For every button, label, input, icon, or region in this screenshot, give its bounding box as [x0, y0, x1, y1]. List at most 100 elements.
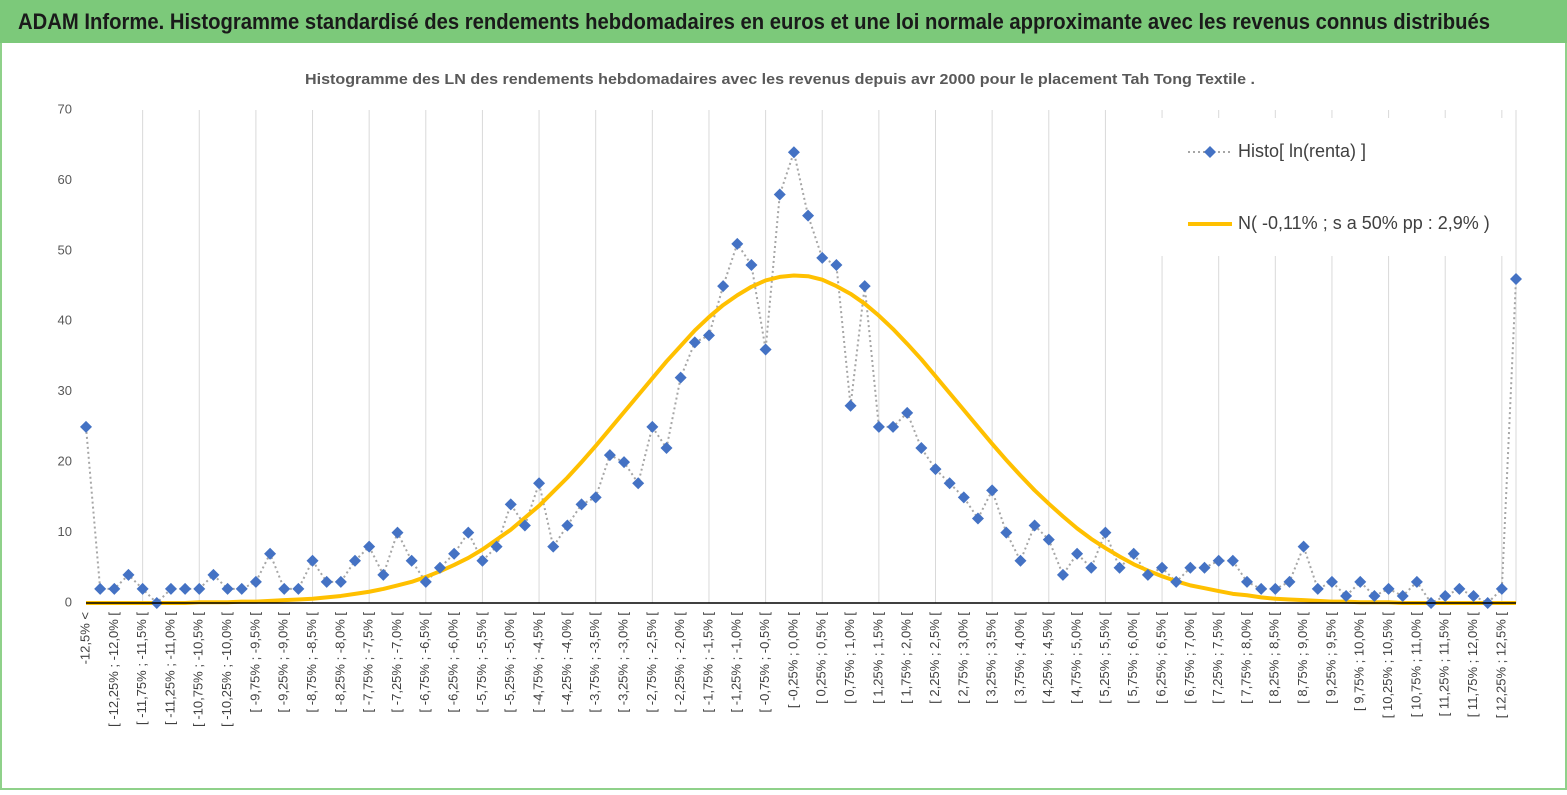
x-tick-label: [ 3,75% ; 4,0% [: [1012, 612, 1027, 704]
data-point: [235, 582, 248, 595]
x-tick-label: [ -6,75% ; -6,5% [: [417, 612, 432, 713]
data-point: [391, 526, 404, 539]
x-tick-label: [ 2,25% ; 2,5% [: [927, 612, 942, 704]
data-point: [632, 477, 645, 490]
x-tick-label: [ -6,25% ; -6,0% [: [446, 612, 461, 713]
data-point: [504, 498, 517, 511]
data-point: [887, 420, 900, 433]
data-point: [193, 582, 206, 595]
data-point: [405, 554, 418, 567]
data-point: [306, 554, 319, 567]
data-point: [660, 442, 673, 455]
data-point: [349, 554, 362, 567]
data-point: [179, 582, 192, 595]
x-tick-label: [ 4,25% ; 4,5% [: [1040, 612, 1055, 704]
data-point: [547, 540, 560, 553]
data-point: [1368, 589, 1381, 602]
data-point: [80, 420, 92, 433]
x-tick-label: [ 1,25% ; 1,5% [: [870, 612, 885, 704]
x-tick-label: [ 8,25% ; 8,5% [: [1267, 612, 1282, 704]
x-tick-label: [ 5,75% ; 6,0% [: [1125, 612, 1140, 704]
x-tick-label: [ -0,25% ; 0,0% [: [785, 612, 800, 708]
data-point: [462, 526, 475, 539]
data-point: [589, 491, 602, 504]
x-tick-label: [ -5,25% ; -5,0% [: [502, 612, 517, 713]
data-point: [1382, 582, 1395, 595]
data-point: [1170, 575, 1183, 588]
data-point: [1255, 582, 1268, 595]
data-point: [1212, 554, 1225, 567]
x-tick-label: [ -10,75% ; -10,5% [: [191, 612, 206, 727]
y-tick-label: 70: [58, 101, 72, 116]
data-point: [957, 491, 970, 504]
data-point: [1269, 582, 1282, 595]
axes: 0 10 20 30 40 50 60 70 -12,5% < [ -12,25% ; -12,0…: [58, 101, 1516, 727]
data-point: [1113, 561, 1126, 574]
y-tick-label: 30: [58, 383, 72, 398]
x-tick-label: [ 10,25% ; 10,5% [: [1380, 612, 1395, 719]
data-point: [1396, 589, 1409, 602]
x-tick-label: [ 10,75% ; 11,0% [: [1408, 612, 1423, 718]
data-point: [1141, 568, 1154, 581]
x-tick-label: [ 8,75% ; 9,0% [: [1295, 612, 1310, 704]
data-point: [419, 575, 432, 588]
x-tick-label: [ -11,25% ; -11,0% [: [162, 612, 177, 725]
data-point: [731, 237, 744, 250]
data-point: [1240, 575, 1253, 588]
data-point: [943, 477, 956, 490]
data-point: [702, 329, 715, 342]
data-point: [1226, 554, 1239, 567]
data-point: [320, 575, 333, 588]
x-tick-label: [ -4,75% ; -4,5% [: [531, 612, 546, 713]
data-point: [830, 258, 843, 271]
data-point: [561, 519, 574, 532]
x-tick-label: [ -0,75% ; -0,5% [: [757, 612, 772, 713]
data-point: [1297, 540, 1310, 553]
x-tick-label: [ 0,25% ; 0,5% [: [814, 612, 829, 704]
data-point: [971, 512, 984, 525]
data-point: [1467, 589, 1480, 602]
x-tick-label: [ 2,75% ; 3,0% [: [955, 612, 970, 704]
data-point: [433, 561, 446, 574]
x-tick-label: [ 0,75% ; 1,0% [: [842, 612, 857, 704]
data-point: [377, 568, 390, 581]
data-point: [490, 540, 503, 553]
data-point: [759, 343, 772, 356]
data-point: [646, 420, 659, 433]
x-tick-label: [ 11,75% ; 12,0% [: [1465, 612, 1480, 718]
x-tick-label: [ 9,75% ; 10,0% [: [1352, 612, 1367, 711]
data-point: [363, 540, 376, 553]
data-point: [901, 406, 914, 419]
x-tick-label: [ -10,25% ; -10,0% [: [219, 612, 234, 727]
x-tick-label: [ -1,75% ; -1,5% [: [700, 612, 715, 713]
data-point: [603, 449, 616, 462]
data-point: [1014, 554, 1027, 567]
x-tick-label: [ -2,25% ; -2,0% [: [672, 612, 687, 713]
x-tick-label: [ 9,25% ; 9,5% [: [1323, 612, 1338, 704]
data-point: [1085, 561, 1098, 574]
data-point: [872, 420, 885, 433]
legend-label: Histo[ ln(renta) ]: [1238, 141, 1366, 161]
data-point: [787, 146, 800, 159]
y-tick-label: 60: [58, 172, 72, 187]
x-tick-label: [ 4,75% ; 5,0% [: [1069, 612, 1084, 704]
x-tick-label: [ -2,75% ; -2,5% [: [644, 612, 659, 713]
x-tick-label: [ -11,75% ; -11,5% [: [134, 612, 149, 725]
data-point: [448, 547, 461, 560]
data-point: [164, 582, 177, 595]
data-point: [122, 568, 135, 581]
legend: Histo[ ln(renta) ] N( -0,11% ; s a 50% pp…: [1158, 118, 1515, 256]
data-point: [745, 258, 758, 271]
data-point: [136, 582, 149, 595]
data-point: [844, 399, 857, 412]
data-point: [688, 336, 701, 349]
data-point: [1028, 519, 1041, 532]
x-tick-label: [ -7,25% ; -7,0% [: [389, 612, 404, 713]
legend-marker: [1204, 146, 1216, 158]
y-tick-label: 20: [58, 454, 72, 469]
data-point: [1184, 561, 1197, 574]
header-bar: [0, 0, 1567, 43]
data-point: [1311, 582, 1324, 595]
